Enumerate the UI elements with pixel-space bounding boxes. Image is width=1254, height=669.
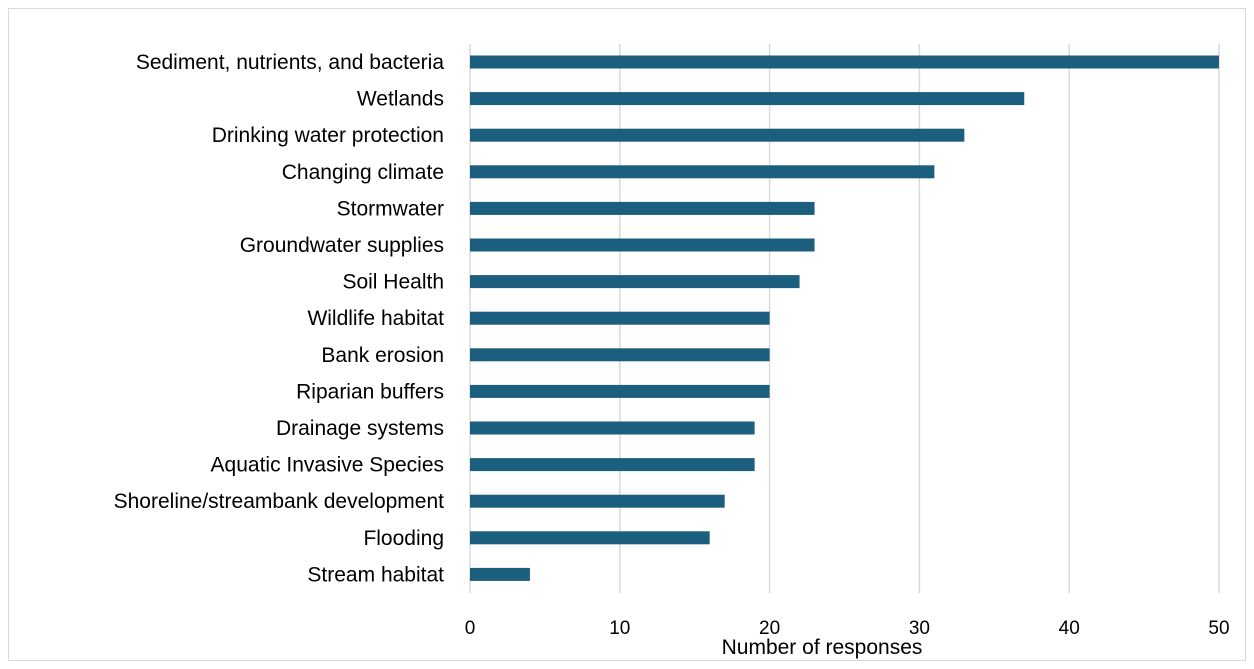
bar: [470, 384, 770, 398]
category-label: Wetlands: [357, 88, 444, 111]
category-label: Changing climate: [282, 161, 444, 184]
bar: [470, 531, 710, 545]
bar: [470, 238, 815, 252]
chart-frame: [8, 8, 1246, 661]
category-label: Bank erosion: [321, 344, 444, 367]
x-tick-label: 0: [465, 618, 476, 639]
x-tick-label: 40: [1059, 618, 1080, 639]
bar: [470, 55, 1219, 69]
category-label: Drinking water protection: [212, 124, 444, 147]
bar: [470, 201, 815, 215]
bar: [470, 165, 935, 179]
bar: [470, 128, 965, 142]
category-label: Shoreline/streambank development: [114, 490, 445, 513]
x-tick-label: 20: [759, 618, 780, 639]
category-label: Drainage systems: [276, 417, 444, 440]
category-label: Groundwater supplies: [240, 234, 444, 257]
bar: [470, 275, 800, 289]
category-label: Wildlife habitat: [307, 307, 444, 330]
category-label: Riparian buffers: [296, 380, 444, 403]
category-label: Soil Health: [342, 271, 444, 294]
bar: [470, 348, 770, 362]
category-label: Sediment, nutrients, and bacteria: [136, 51, 445, 74]
x-tick-labels: 0 10 20 30 40 50: [465, 618, 1230, 639]
bar: [470, 458, 755, 472]
bar: [470, 92, 1025, 106]
bar: [470, 494, 725, 508]
bar: [470, 311, 770, 325]
x-axis-title: Number of responses: [722, 636, 923, 659]
bar: [470, 567, 530, 581]
category-label: Aquatic Invasive Species: [211, 454, 444, 477]
category-labels: Sediment, nutrients, and bacteria Wetland…: [114, 51, 445, 586]
category-label: Flooding: [363, 527, 444, 550]
x-tick-label: 30: [909, 618, 930, 639]
x-tick-label: 10: [609, 618, 630, 639]
category-label: Stream habitat: [307, 563, 444, 586]
x-tick-label: 50: [1208, 618, 1229, 639]
category-label: Stormwater: [337, 197, 444, 220]
bar: [470, 421, 755, 435]
bars: [470, 55, 1219, 581]
